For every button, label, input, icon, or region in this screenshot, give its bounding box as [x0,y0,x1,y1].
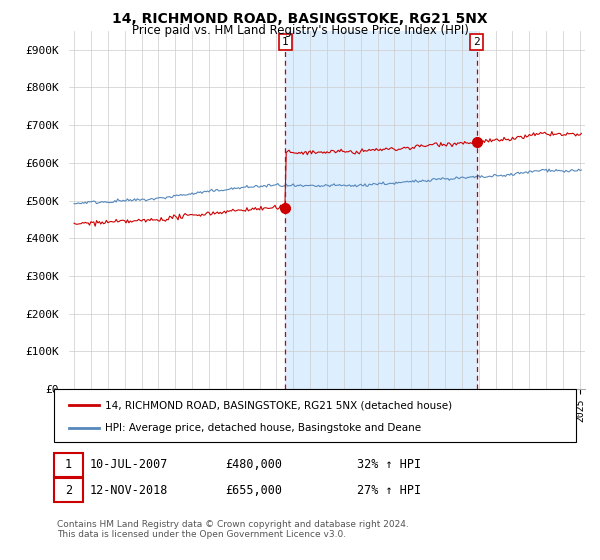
Text: HPI: Average price, detached house, Basingstoke and Deane: HPI: Average price, detached house, Basi… [105,423,421,433]
Text: 2: 2 [65,483,72,497]
Text: 14, RICHMOND ROAD, BASINGSTOKE, RG21 5NX: 14, RICHMOND ROAD, BASINGSTOKE, RG21 5NX [112,12,488,26]
Text: £655,000: £655,000 [225,483,282,497]
Text: 2: 2 [473,37,480,47]
Text: 12-NOV-2018: 12-NOV-2018 [90,483,169,497]
Text: 14, RICHMOND ROAD, BASINGSTOKE, RG21 5NX (detached house): 14, RICHMOND ROAD, BASINGSTOKE, RG21 5NX… [105,400,452,410]
Text: Price paid vs. HM Land Registry's House Price Index (HPI): Price paid vs. HM Land Registry's House … [131,24,469,36]
Bar [286,31,476,389]
Text: 10-JUL-2007: 10-JUL-2007 [90,458,169,472]
Text: 32% ↑ HPI: 32% ↑ HPI [357,458,421,472]
Text: 1: 1 [65,458,72,472]
Text: 27% ↑ HPI: 27% ↑ HPI [357,483,421,497]
Text: Contains HM Land Registry data © Crown copyright and database right 2024.
This d: Contains HM Land Registry data © Crown c… [57,520,409,539]
Text: 1: 1 [282,37,289,47]
Text: £480,000: £480,000 [225,458,282,472]
